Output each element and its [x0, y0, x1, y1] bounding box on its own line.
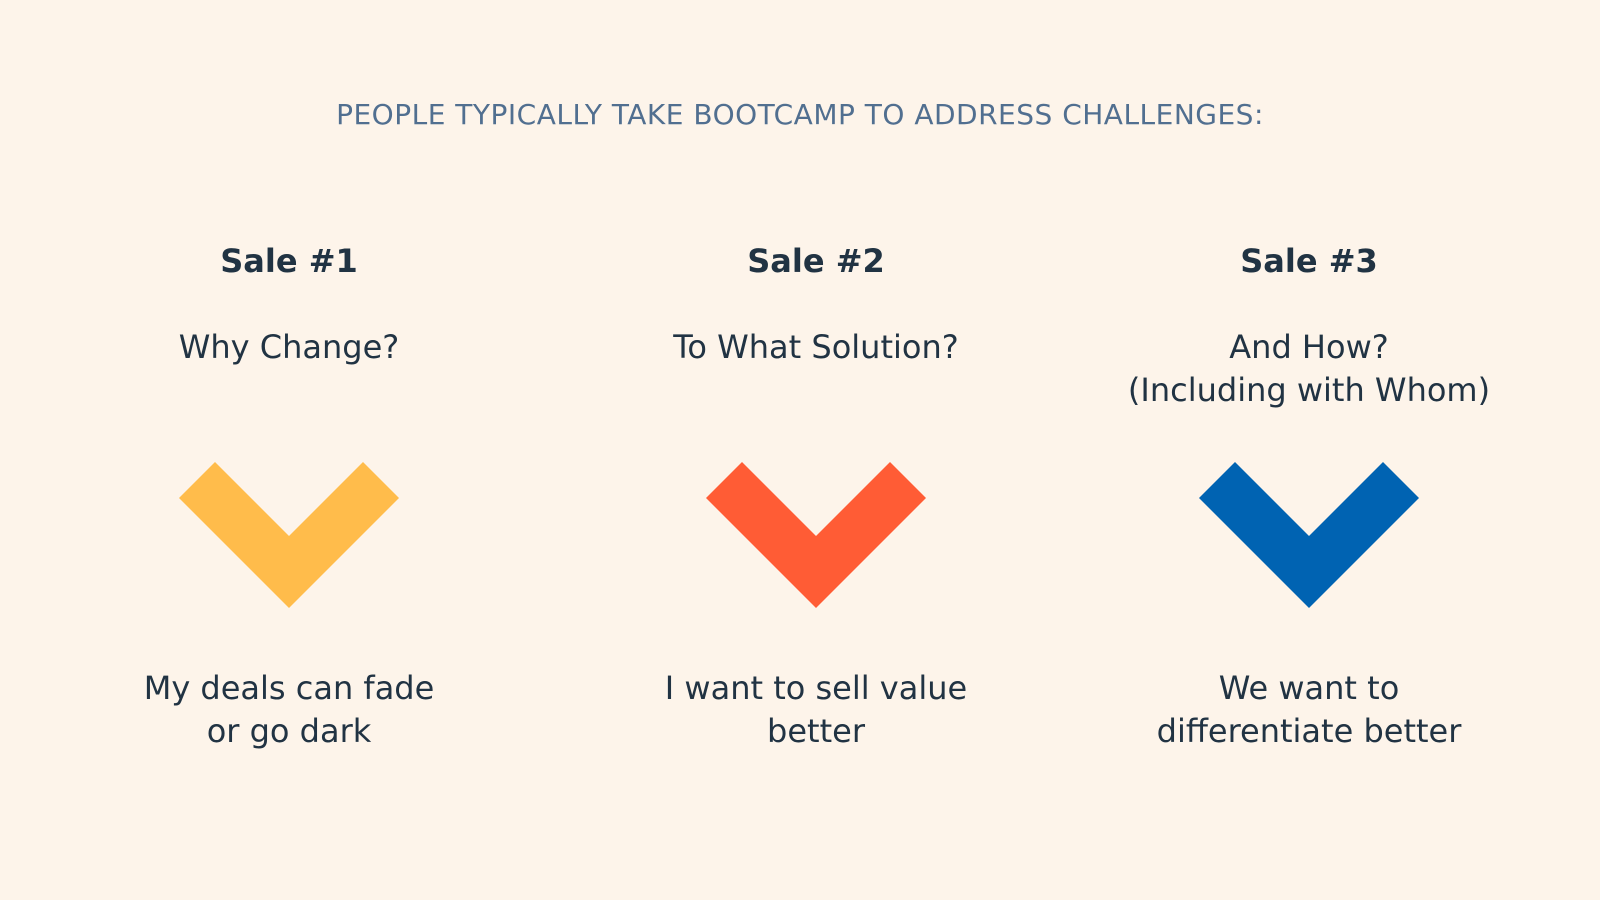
sale-answer: I want to sell value better: [566, 667, 1066, 753]
sale-question-line: And How?: [1229, 328, 1389, 366]
sale-answer: My deals can fade or go dark: [39, 667, 539, 753]
chevron-shape: [706, 462, 926, 608]
sale-column-2: Sale #2 To What Solution? I want to sell…: [566, 0, 1066, 900]
sale-question: Why Change?: [39, 326, 539, 369]
chevron-down-icon: [706, 462, 926, 608]
chevron-down-icon: [179, 462, 399, 608]
sale-answer-line: We want to: [1218, 669, 1400, 707]
chevron-shape: [1199, 462, 1419, 608]
sale-title: Sale #2: [747, 242, 885, 280]
sale-question-line: (Including with Whom): [1127, 371, 1491, 409]
sale-answer: We want to differentiate better: [1059, 667, 1559, 753]
sale-answer-line: My deals can fade: [143, 669, 435, 707]
sale-question-line: To What Solution?: [673, 328, 959, 366]
sale-column-1: Sale #1 Why Change? My deals can fade or…: [39, 0, 539, 900]
sale-answer-line: differentiate better: [1156, 712, 1462, 750]
chevron-down-icon: [1199, 462, 1419, 608]
sale-question: To What Solution?: [566, 326, 1066, 369]
sale-answer-line: I want to sell value: [664, 669, 968, 707]
sale-question-line: Why Change?: [178, 328, 400, 366]
chevron-shape: [179, 462, 399, 608]
sale-title: Sale #1: [220, 242, 358, 280]
slide-heading: PEOPLE TYPICALLY TAKE BOOTCAMP TO ADDRES…: [336, 98, 1264, 131]
sale-column-3: Sale #3 And How? (Including with Whom) W…: [1059, 0, 1559, 900]
sale-title: Sale #3: [1240, 242, 1378, 280]
sale-answer-line: or go dark: [206, 712, 372, 750]
sale-answer-line: better: [767, 712, 865, 750]
sale-question: And How? (Including with Whom): [1059, 326, 1559, 412]
